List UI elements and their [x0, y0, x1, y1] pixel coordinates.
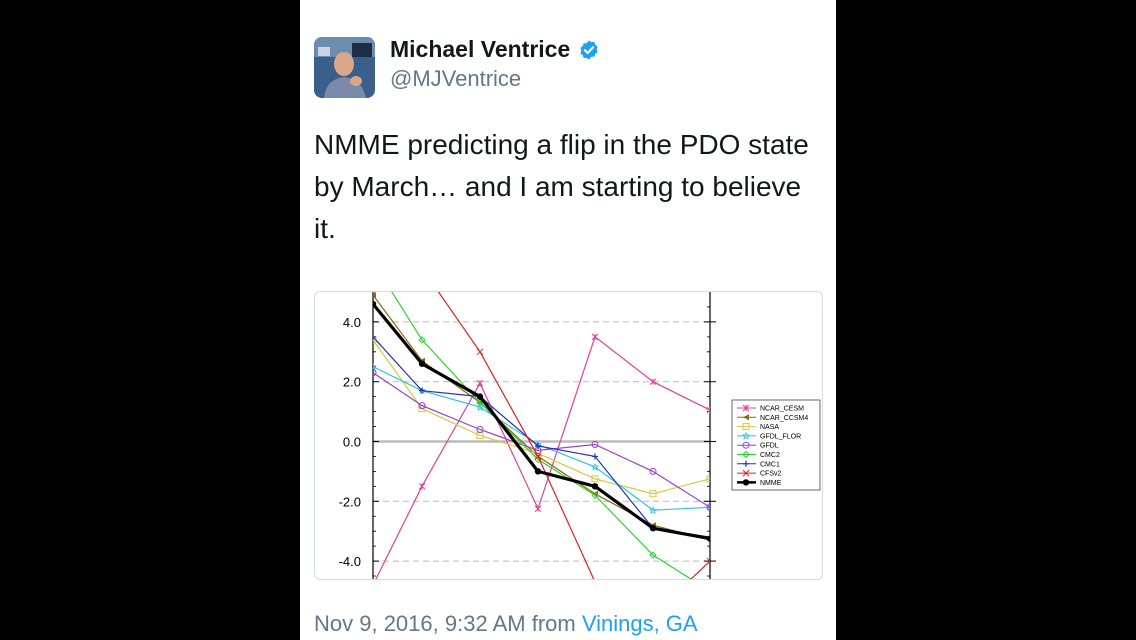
- point-ncar_cesm: [591, 333, 599, 341]
- point-ncar_ccsm4: [373, 292, 376, 298]
- legend-marker: [742, 450, 750, 459]
- point-nmme: [706, 535, 710, 542]
- user-handle[interactable]: @MJVentrice: [390, 66, 522, 91]
- point-cmc1: [419, 387, 425, 394]
- y-tick-label: -4.0: [339, 554, 361, 569]
- point-cfsv2: [706, 557, 710, 565]
- point-cmc1: [592, 453, 598, 460]
- point-gfdl_flor: [476, 403, 484, 412]
- legend-marker: [742, 423, 750, 431]
- point-nmme: [591, 483, 599, 490]
- series-line-cmc2: [391, 292, 693, 579]
- point-nmme: [649, 524, 657, 532]
- legend-label: GFDL_FLOR: [760, 433, 801, 440]
- point-gfdl_flor: [591, 462, 599, 471]
- y-tick-label: 4.0: [343, 315, 361, 330]
- tweet-text: NMME predicting a flip in the PDO state …: [314, 129, 809, 244]
- tweet-timestamp[interactable]: Nov 9, 2016, 9:32 AM: [314, 611, 526, 636]
- legend-marker: [742, 469, 750, 477]
- tweet-location-link[interactable]: Vinings, GA: [581, 611, 698, 636]
- legend-label: NMME: [760, 480, 782, 487]
- legend-item-nmme: NMME: [737, 479, 782, 487]
- point-nmme: [418, 360, 426, 367]
- user-name-row: Michael Ventrice: [390, 36, 600, 63]
- avatar-photo-icon: [314, 37, 375, 98]
- tweet-media-chart[interactable]: 4.0 2.0 0.0 -2.0 -4.0 NCAR_CESM NCAR_CCSM4 NASA…: [314, 291, 823, 580]
- verified-badge-icon: [580, 39, 598, 60]
- point-gfdl: [706, 503, 710, 511]
- legend-item-cmc1: CMC1: [737, 460, 780, 468]
- point-cmc1: [535, 442, 541, 449]
- legend-marker: [743, 460, 749, 467]
- series-line-gfdl: [373, 372, 710, 508]
- tweet-meta: Nov 9, 2016, 9:32 AM from Vinings, GA: [314, 611, 698, 637]
- point-gfdl: [649, 467, 657, 475]
- point-nmme: [373, 300, 377, 308]
- point-ncar_cesm: [476, 379, 484, 387]
- point-cfsv2: [534, 453, 542, 460]
- point-gfdl: [476, 426, 484, 434]
- avatar[interactable]: [314, 37, 375, 98]
- point-gfdl: [591, 440, 599, 448]
- point-nasa: [706, 475, 710, 483]
- y-tick-label: 0.0: [343, 434, 361, 449]
- point-gfdl: [373, 369, 377, 377]
- legend-item-cmc2: CMC2: [737, 450, 780, 459]
- point-cfsv2: [476, 348, 484, 356]
- series-line-nmme: [373, 302, 710, 541]
- point-gfdl_flor: [373, 362, 377, 371]
- point-cmc1: [373, 333, 376, 340]
- legend-marker: [742, 404, 750, 412]
- legend-item-ncar_ccsm4: NCAR_CCSM4: [737, 414, 808, 422]
- point-cmc2: [591, 491, 599, 499]
- legend-marker: [742, 432, 750, 440]
- legend-label: CMC2: [760, 452, 780, 459]
- point-gfdl_flor: [649, 506, 657, 515]
- legend-label: CMC1: [760, 461, 780, 468]
- legend-item-gfdl_flor: GFDL_FLOR: [737, 432, 801, 440]
- series-line-gfdl_flor: [373, 366, 710, 511]
- legend-label: NCAR_CESM: [760, 406, 804, 413]
- series-line-ncar_ccsm4: [373, 294, 710, 541]
- y-tick-label: -2.0: [339, 494, 361, 509]
- legend-item-gfdl: GFDL: [737, 441, 779, 450]
- legend-item-ncar_cesm: NCAR_CESM: [737, 404, 804, 413]
- point-cmc2: [649, 551, 657, 559]
- series-line-cfsv2: [437, 292, 710, 579]
- point-gfdl: [418, 402, 426, 410]
- legend-item-cfsv2: CFSv2: [737, 469, 782, 478]
- legend-item-nasa: NASA: [737, 423, 779, 431]
- user-name[interactable]: Michael Ventrice: [390, 36, 571, 62]
- legend-label: CFSv2: [760, 471, 782, 478]
- series-line-ncar_cesm: [375, 335, 710, 579]
- tweet-card: Michael Ventrice @MJVentrice NMME predic…: [300, 0, 836, 640]
- legend-label: NASA: [760, 424, 779, 431]
- point-ncar_ccsm4: [592, 490, 598, 497]
- point-nmme: [534, 468, 542, 475]
- point-ncar_cesm: [418, 482, 426, 490]
- series-group: [373, 292, 710, 579]
- series-line-cmc1: [373, 336, 710, 538]
- point-cmc2: [418, 336, 426, 344]
- point-nasa: [591, 475, 599, 483]
- y-tick-label: 2.0: [343, 375, 361, 390]
- point-nasa: [649, 490, 657, 498]
- legend-label: GFDL: [760, 443, 779, 450]
- point-ncar_cesm: [706, 406, 710, 414]
- point-nmme: [476, 393, 484, 400]
- legend-marker: [742, 441, 750, 449]
- from-label: from: [531, 611, 576, 636]
- chart: 4.0 2.0 0.0 -2.0 -4.0 NCAR_CESM NCAR_CCSM4 NASA…: [339, 292, 821, 579]
- legend-marker: [743, 414, 749, 421]
- legend-marker: [742, 479, 750, 486]
- point-ncar_cesm: [649, 378, 657, 386]
- legend-label: NCAR_CCSM4: [760, 415, 808, 422]
- point-ncar_cesm: [534, 505, 542, 513]
